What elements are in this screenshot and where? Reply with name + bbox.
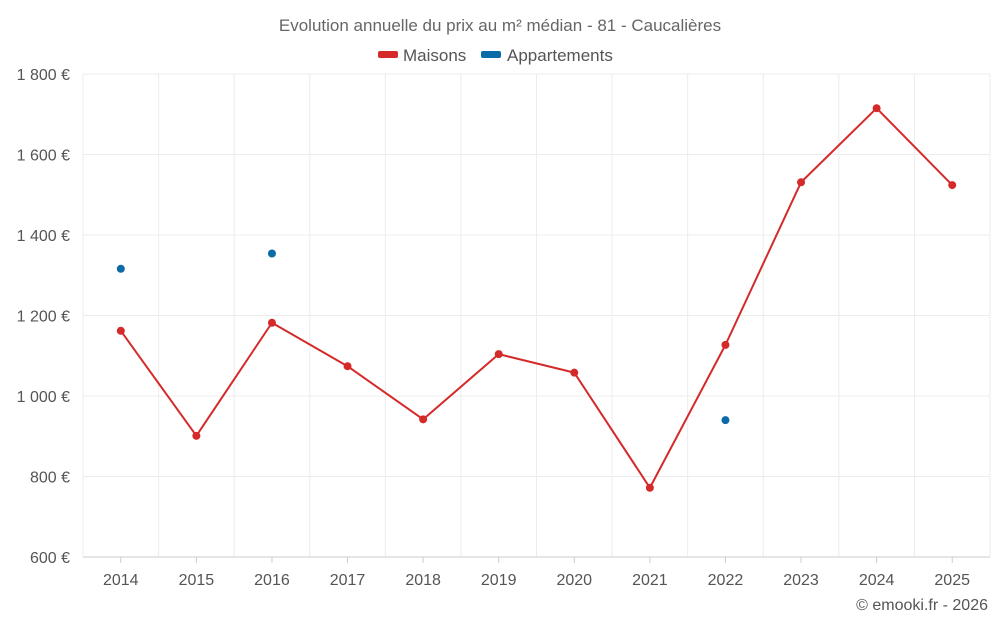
data-point-appartements[interactable] [721,416,730,425]
series [116,104,957,492]
y-tick-label: 1 600 € [17,148,70,165]
data-point-appartements[interactable] [116,264,125,273]
y-tick-label: 600 € [30,550,70,567]
legend-swatch-appartements [481,51,501,58]
y-tick-label: 800 € [30,470,70,487]
credit-text: © emooki.fr - 2026 [856,597,988,614]
x-tick-label: 2018 [405,572,441,589]
data-point-maisons[interactable] [948,181,957,190]
x-tick-label: 2025 [934,572,970,589]
x-tick-label: 2023 [783,572,819,589]
data-point-maisons[interactable] [116,326,125,335]
data-point-maisons[interactable] [494,350,503,359]
x-tick-label: 2016 [254,572,290,589]
legend-label-maisons: Maisons [403,46,466,65]
x-tick-label: 2019 [481,572,517,589]
x-tick-label: 2017 [330,572,366,589]
legend: Maisons Appartements [378,46,613,65]
x-tick-label: 2024 [859,572,895,589]
data-point-appartements[interactable] [267,249,276,258]
y-tick-label: 1 800 € [17,67,70,84]
data-point-maisons[interactable] [343,362,352,371]
legend-item-maisons[interactable]: Maisons [378,46,466,65]
series-line-maisons [119,107,953,489]
data-point-maisons[interactable] [645,483,654,492]
legend-label-appartements: Appartements [507,46,613,65]
legend-swatch-maisons [378,51,398,58]
x-tick-label: 2022 [708,572,744,589]
x-tick-label: 2015 [179,572,215,589]
x-tick-label: 2021 [632,572,668,589]
x-tick-label: 2020 [556,572,592,589]
data-point-maisons[interactable] [721,340,730,349]
chart-title: Evolution annuelle du prix au m² médian … [279,16,721,35]
data-point-maisons[interactable] [872,104,881,113]
data-point-maisons[interactable] [192,431,201,440]
y-tick-label: 1 200 € [17,309,70,326]
legend-item-appartements[interactable]: Appartements [481,46,613,65]
data-point-maisons[interactable] [267,318,276,327]
y-tick-label: 1 000 € [17,389,70,406]
data-point-maisons[interactable] [797,178,806,187]
y-tick-label: 1 400 € [17,228,70,245]
axes: 600 € 800 € 1 000 € 1 200 € 1 400 € 1 600 € 1 … [17,67,990,589]
grid [82,73,991,558]
data-point-maisons[interactable] [570,368,579,377]
data-point-maisons[interactable] [419,415,428,424]
x-tick-label: 2014 [103,572,139,589]
